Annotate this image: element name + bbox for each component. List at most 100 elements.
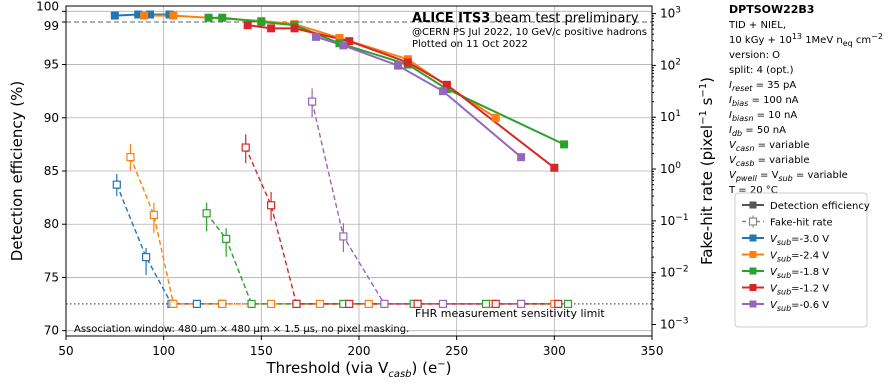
fhr-point (292, 299, 301, 308)
chip-name: DPTSOW22B3 (729, 3, 814, 16)
y-axis-label: Detection efficiency (%) (8, 81, 26, 261)
chart-subtitle-1: @CERN PS Jul 2022, 10 GeV/c positive had… (412, 27, 647, 38)
x-tick-label: 350 (641, 344, 664, 358)
fhr-point (554, 299, 563, 308)
y-tick-label: 99 (44, 19, 59, 33)
efficiency-point (218, 13, 227, 22)
side-info-line: Vpwell = Vsub = variable (729, 170, 848, 183)
y2-axis-label: Fake-hit rate (pixel−1 s−1) (698, 77, 716, 265)
efficiency-point (550, 163, 559, 172)
fhr-point (491, 299, 500, 308)
fhr-point (202, 209, 211, 218)
legend-series-marker (749, 234, 757, 242)
efficiency-point (243, 21, 252, 30)
chart-title-rest: beam test preliminary (494, 11, 638, 26)
fhr-point (315, 299, 325, 308)
fhr-point (267, 201, 276, 210)
fhr-point (222, 234, 231, 243)
efficiency-point (403, 58, 412, 67)
legend-series-label: Vsub=-1.8 V (770, 267, 829, 280)
fhr-point (517, 299, 526, 308)
y2-tick-label: 100 (660, 161, 681, 176)
y2-tick-label: 10−1 (660, 213, 689, 228)
fhr-point (169, 299, 178, 308)
legend-efficiency-label: Detection efficiency (770, 201, 870, 212)
legend-fhr-label: Fake-hit rate (770, 218, 833, 229)
fhr-limit-label: FHR measurement sensitivity limit (415, 307, 605, 320)
legend-series-marker (749, 267, 757, 275)
legend-series-marker (749, 300, 757, 308)
y2-tick-label: 103 (660, 6, 681, 21)
efficiency-point (560, 140, 569, 149)
side-info-line: version: O (729, 50, 780, 61)
side-info-line: split: 4 (opt.) (729, 65, 794, 76)
y-tick-label: 85 (44, 164, 59, 178)
efficiency-point (257, 17, 266, 26)
efficiency-point (491, 113, 500, 122)
fhr-point (112, 180, 121, 189)
legend-series-label: Vsub=-3.0 V (770, 234, 829, 247)
fhr-point (267, 299, 276, 308)
fhr-point (241, 143, 250, 152)
fhr-point (438, 299, 448, 308)
y-tick-label: 75 (44, 270, 59, 284)
chart-title: ALICE ITS3 beam test preliminary (412, 11, 639, 26)
side-info-line: Idb = 50 nA (729, 125, 786, 138)
side-info-line: Ibiasn = 10 nA (729, 110, 797, 123)
legend-series-label: Vsub=-2.4 V (770, 251, 829, 264)
fhr-point (413, 299, 422, 308)
chart-marks (110, 10, 573, 308)
efficiency-point (394, 61, 403, 70)
fhr-point (126, 152, 135, 162)
side-info-line: T = 20 °C (728, 185, 778, 196)
side-info-line: Ibias = 100 nA (729, 95, 799, 108)
fhr-point (308, 97, 317, 106)
efficiency-point (517, 153, 526, 162)
legend-frame (734, 192, 868, 328)
fhr-point (380, 299, 389, 308)
fhr-point (192, 299, 201, 308)
y-tick-label: 95 (44, 58, 59, 72)
y2-tick-label: 10−2 (660, 265, 689, 280)
legend-series-marker (749, 284, 757, 291)
side-info: TID + NIEL,10 kGy + 1013 1MeV neq cm−2 ve… (728, 20, 883, 196)
x-tick-label: 150 (250, 344, 273, 358)
y2-tick-label: 102 (660, 57, 681, 72)
efficiency-point (290, 24, 299, 33)
fhr-point (218, 299, 227, 308)
association-note: Association window: 480 μm × 480 μm × 1.… (74, 324, 409, 335)
legend-series-marker (749, 251, 757, 258)
efficiency-point (140, 11, 149, 20)
x-tick-label: 300 (543, 344, 566, 358)
fhr-point (345, 299, 354, 308)
fhr-point (364, 299, 373, 308)
efficiency-point (110, 11, 119, 20)
side-info-line: Vcasb = variable (729, 155, 809, 168)
fhr-point (149, 210, 158, 220)
axis-ticks: 50 100 150 200 250 300 350 70 75 80 85 90 95 99 100 10−… (36, 0, 688, 358)
y-tick-label: 80 (44, 217, 59, 231)
efficiency-point (204, 13, 213, 22)
fhr-point (563, 299, 573, 308)
fhr-point (247, 299, 256, 308)
y-tick-label: 70 (44, 324, 59, 338)
fhr-point (481, 299, 491, 308)
legend-fhr-marker (748, 217, 758, 226)
x-tick-label: 200 (348, 344, 371, 358)
efficiency-point (312, 32, 321, 41)
legend-efficiency-marker (749, 201, 757, 209)
fhr-point (339, 232, 348, 241)
efficiency-point (339, 41, 348, 50)
chart-subtitle-2: Plotted on 11 Oct 2022 (412, 39, 528, 50)
fhr-point (141, 252, 151, 262)
legend-series-label: Vsub=-0.6 V (770, 300, 829, 313)
x-tick-label: 100 (152, 344, 175, 358)
legend-series-label: Vsub=-1.2 V (770, 284, 829, 297)
side-info-line: TID + NIEL, (728, 20, 786, 31)
efficiency-point (438, 87, 447, 96)
legend: Detection efficiency Fake-hit rate Vsub=-3… (734, 192, 870, 328)
efficiency-point (345, 37, 354, 46)
side-info-line: 10 kGy + 1013 1MeV neq cm−2 (729, 32, 883, 48)
x-tick-label: 250 (445, 344, 468, 358)
